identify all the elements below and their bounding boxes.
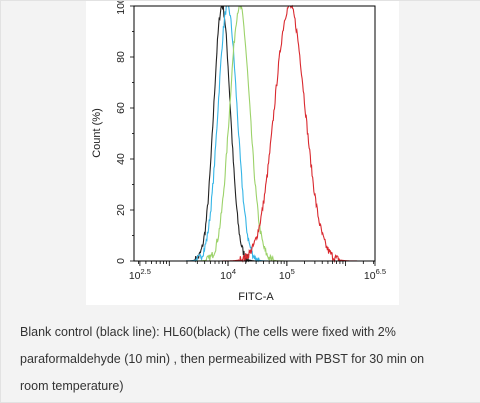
caption-line-2: paraformaldehyde (10 min) , then permeab… [20,352,425,366]
x-axis-label: FITC-A [238,291,274,303]
flow-cytometry-histogram: 102.5 104 105 106.5 0 20 40 60 80 100 FITC-A Cou… [91,1,386,303]
y-tick-label: 60 [115,102,127,114]
histogram-series-4 [134,4,375,264]
y-tick-label: 0 [115,258,127,264]
histogram-series-3 [134,5,375,262]
x-tick-label: 104 [220,267,236,282]
plot-panel: 102.5 104 105 106.5 0 20 40 60 80 100 FITC-A Cou… [86,1,399,305]
x-tick-label: 106.5 [364,267,386,282]
caption-line-1: Blank control (black line): HL60(black) … [20,325,396,339]
x-tick-label: 102.5 [129,267,151,282]
y-axis-label: Count (%) [91,108,103,158]
plot-frame [133,5,376,262]
figure-caption: Blank control (black line): HL60(black) … [20,319,460,400]
histogram-series-2 [134,5,375,263]
x-axis-ticks: 102.5 104 105 106.5 [129,261,386,282]
y-axis-ticks: 0 20 40 60 80 100 [115,1,134,264]
caption-line-3: room temperature) [20,379,124,393]
y-tick-label: 100 [115,1,127,15]
y-tick-label: 20 [115,204,127,216]
series-layer [134,4,375,264]
y-tick-label: 40 [115,153,127,165]
x-tick-label: 105 [279,267,295,282]
y-tick-label: 80 [115,51,127,63]
histogram-series-1 [134,5,375,264]
